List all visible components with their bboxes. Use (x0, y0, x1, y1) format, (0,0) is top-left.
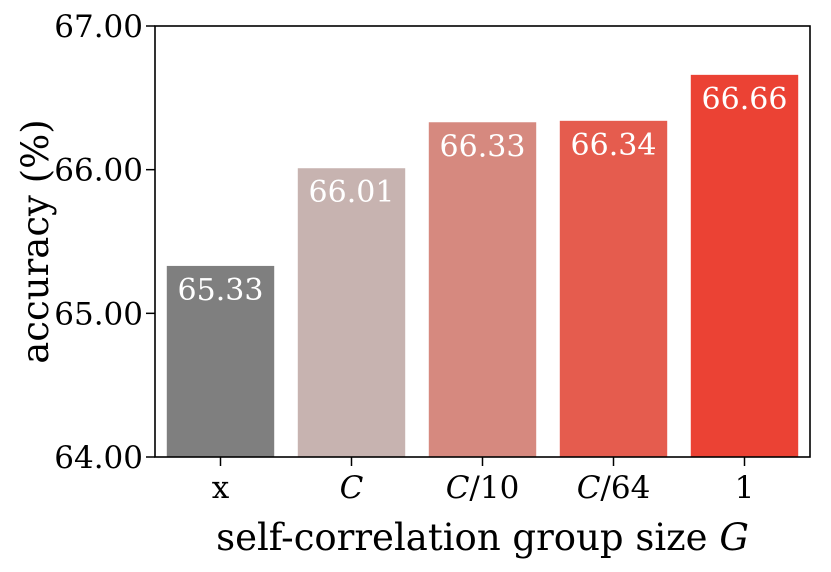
bar (428, 122, 537, 458)
y-axis: 64.00 65.00 66.00 67.00 (54, 9, 155, 476)
y-tick-label: 66.00 (54, 153, 143, 189)
y-tick-label: 67.00 (54, 9, 143, 45)
x-tick-label: C/10 (446, 470, 520, 506)
bar (690, 74, 799, 457)
y-tick-label: 65.00 (54, 296, 143, 332)
x-tick-label: C (340, 470, 364, 506)
bars-group: 65.33 66.01 66.33 66.34 66.66 (166, 74, 799, 458)
x-tick-label: C/64 (577, 470, 651, 506)
bar-value-label: 66.34 (571, 128, 657, 163)
bar (297, 168, 406, 458)
y-tick-label: 64.00 (54, 440, 143, 476)
x-tick-label: 1 (735, 470, 755, 506)
bar (166, 265, 275, 457)
bar-value-label: 66.66 (702, 82, 788, 117)
bar-value-label: 66.01 (309, 175, 395, 210)
bar (559, 120, 668, 457)
bar-value-label: 65.33 (178, 273, 264, 308)
y-axis-title: accuracy (%) (14, 119, 57, 364)
plot-frame (154, 25, 811, 458)
x-axis: x C C/10 C/64 1 (212, 457, 755, 506)
bar-value-label: 66.33 (440, 129, 526, 164)
x-tick-label: x (212, 470, 230, 506)
x-axis-title: self-correlation group size G (216, 516, 749, 559)
